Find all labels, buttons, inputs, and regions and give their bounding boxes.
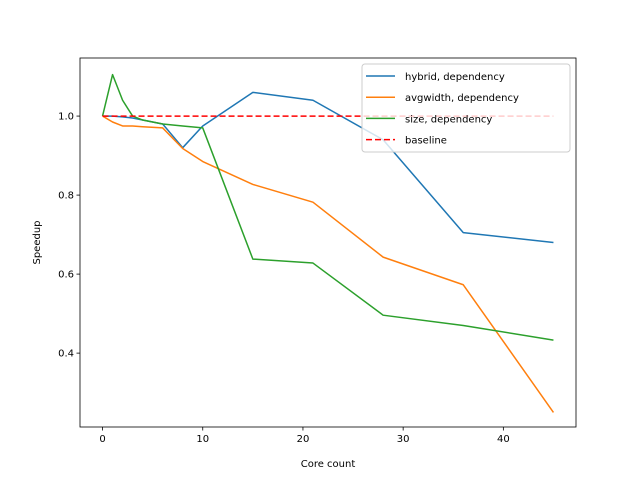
legend: hybrid, dependency avgwidth, dependency si… — [361, 63, 571, 153]
x-tick-label-1: 10 — [196, 434, 209, 445]
y-tick-label-2: 0.8 — [58, 191, 74, 202]
legend-label-3: baseline — [405, 136, 447, 147]
axes-layer — [79, 57, 577, 428]
y-tick-label-1: 0.6 — [58, 270, 74, 281]
axes-frame — [79, 57, 577, 428]
y-ticks: 0.4 0.6 0.8 1.0 — [58, 112, 80, 360]
y-tick-label-3: 1.0 — [58, 112, 74, 123]
x-tick-label-2: 20 — [297, 434, 310, 445]
x-ticks: 0 10 20 30 40 — [99, 427, 510, 445]
legend-box — [361, 63, 571, 153]
y-tick-label-0: 0.4 — [58, 349, 74, 360]
series-line-1 — [102, 115, 555, 413]
legend-label-1: avgwidth, dependency — [405, 93, 519, 104]
x-tick-label-4: 40 — [497, 434, 510, 445]
legend-label-0: hybrid, dependency — [405, 72, 505, 83]
x-axis-label: Core count — [301, 459, 356, 470]
x-tick-label-0: 0 — [99, 434, 105, 445]
series-line-2 — [101, 73, 554, 341]
y-axis-label: Speedup — [32, 220, 43, 264]
x-tick-label-3: 30 — [397, 434, 410, 445]
legend-label-2: size, dependency — [405, 114, 492, 125]
